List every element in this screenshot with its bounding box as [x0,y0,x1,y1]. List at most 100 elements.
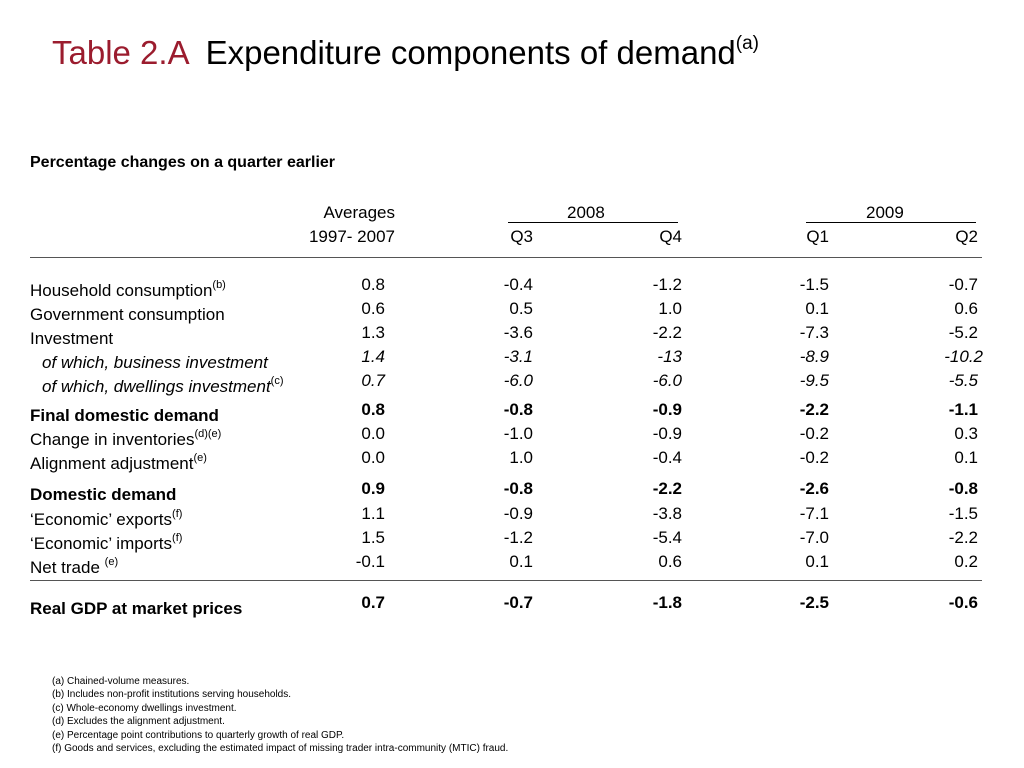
table-subtitle: Percentage changes on a quarter earlier [30,154,336,171]
row-label: Final domestic demand [30,406,219,425]
row-label: Real GDP at market prices [30,599,243,618]
cell-2009-q1: -2.5 [799,593,829,612]
cell-2008-q3: -0.4 [503,275,533,294]
cell-2008-q4: -6.0 [652,371,682,390]
cell-2009-q2: -0.6 [948,593,978,612]
cell-2009-q1: -2.2 [799,400,829,419]
cell-2009-q1: -0.2 [799,448,829,467]
table-row: Net trade (e) -0.1 0.1 0.6 0.1 0.2 [0,550,1024,577]
table-row: ‘Economic’ exports(f) 1.1 -0.9 -3.8 -7.1… [0,502,1024,529]
cell-average: 1.3 [361,323,385,342]
cell-2009-q2: -0.8 [948,479,978,498]
cell-average: 0.8 [361,275,385,294]
cell-2008-q4: -2.2 [652,479,682,498]
cell-2008-q4: -0.9 [652,400,682,419]
row-label: Net trade (e) [30,556,119,577]
cell-average: 1.4 [361,347,385,366]
table-row: Final domestic demand 0.8 -0.8 -0.9 -2.2… [0,398,1024,425]
row-label: Change in inventories(d)(e) [30,428,222,449]
header-q4-2008: Q4 [659,227,682,246]
cell-2008-q3: -0.8 [503,479,533,498]
cell-2008-q3: 1.0 [509,448,533,467]
cell-average: 1.1 [361,504,385,523]
footnote: (d) Excludes the alignment adjustment. [52,716,225,728]
cell-2008-q3: 0.5 [509,299,533,318]
title-footnote-marker: (a) [735,33,760,54]
year-2008-underline [508,222,678,223]
header-rule [30,257,982,258]
row-label: Government consumption [30,305,225,324]
table-row: Domestic demand 0.9 -0.8 -2.2 -2.6 -0.8 [0,477,1024,504]
footnotes: (a) Chained-volume measures. (b) Include… [52,675,508,755]
cell-2008-q4: -2.2 [652,323,682,342]
cell-2008-q3: -6.0 [503,371,533,390]
cell-2009-q2: -0.7 [948,275,978,294]
cell-2008-q4: -0.9 [652,424,682,443]
table-row: Alignment adjustment(e) 0.0 1.0 -0.4 -0.… [0,446,1024,473]
header-year-2009: 2009 [866,203,904,222]
footnote: (e) Percentage point contributions to qu… [52,729,345,741]
cell-2009-q1: -8.9 [799,347,829,366]
row-label: of which, dwellings investment(c) [42,375,284,396]
year-2009-underline [806,222,976,223]
cell-2009-q2: -10.2 [944,347,983,366]
cell-2009-q1: 0.1 [805,299,829,318]
row-label: of which, business investment [42,353,268,372]
table-row: Government consumption 0.6 0.5 1.0 0.1 0… [0,297,1024,324]
table-row: Change in inventories(d)(e) 0.0 -1.0 -0.… [0,422,1024,449]
cell-average: 0.7 [361,593,385,612]
cell-2008-q3: -1.0 [503,424,533,443]
cell-2008-q4: -1.2 [652,275,682,294]
header-year-2008: 2008 [567,203,605,222]
cell-2008-q3: 0.1 [509,552,533,571]
table-row: ‘Economic’ imports(f) 1.5 -1.2 -5.4 -7.0… [0,526,1024,553]
cell-2009-q1: -2.6 [799,479,829,498]
cell-2008-q4: -0.4 [652,448,682,467]
total-rule [30,580,982,581]
cell-average: 0.9 [361,479,385,498]
header-avg-period: 1997- 2007 [308,227,395,246]
page-title: Table 2.A Expenditure components of deman… [52,22,759,75]
cell-2009-q1: 0.1 [805,552,829,571]
cell-2008-q4: -1.8 [652,593,682,612]
cell-2009-q2: -5.2 [948,323,978,342]
table-row: of which, dwellings investment(c) 0.7 -6… [0,369,1024,396]
cell-2009-q2: 0.3 [954,424,978,443]
cell-2008-q4: 1.0 [658,299,682,318]
header-averages: Averages [323,203,395,222]
cell-2009-q1: -7.3 [799,323,829,342]
cell-2009-q1: -7.1 [799,504,829,523]
cell-average: 0.0 [361,448,385,467]
table-row: Household consumption(b) 0.8 -0.4 -1.2 -… [0,273,1024,300]
footnote: (b) Includes non-profit institutions ser… [52,689,292,701]
cell-average: 0.0 [361,424,385,443]
cell-2009-q1: -7.0 [799,528,829,547]
table-row: Investment 1.3 -3.6 -2.2 -7.3 -5.2 [0,321,1024,348]
cell-2009-q2: -1.1 [948,400,978,419]
cell-2009-q2: -1.5 [948,504,978,523]
cell-2009-q1: -1.5 [799,275,829,294]
row-label: Domestic demand [30,485,177,504]
cell-2009-q1: -9.5 [799,371,829,390]
row-label: ‘Economic’ exports(f) [30,508,183,529]
header-q1-2009: Q1 [806,227,829,246]
cell-2009-q2: 0.1 [954,448,978,467]
row-label: Investment [30,329,114,348]
cell-2008-q4: -5.4 [652,528,682,547]
cell-2008-q3: -0.7 [503,593,533,612]
table-number: Table 2.A [52,34,190,71]
cell-2009-q2: -5.5 [948,371,978,390]
cell-2009-q2: -2.2 [948,528,978,547]
cell-average: 1.5 [361,528,385,547]
cell-average: 0.8 [361,400,385,419]
cell-2008-q4: -13 [657,347,682,366]
row-label: Household consumption(b) [30,279,226,300]
cell-2009-q2: 0.2 [954,552,978,571]
footnote: (c) Whole-economy dwellings investment. [52,702,237,714]
cell-2008-q4: -3.8 [652,504,682,523]
row-label: ‘Economic’ imports(f) [30,532,183,553]
cell-2008-q3: -1.2 [503,528,533,547]
table-row: Real GDP at market prices 0.7 -0.7 -1.8 … [0,591,1024,618]
cell-2008-q3: -0.8 [503,400,533,419]
cell-2009-q2: 0.6 [954,299,978,318]
